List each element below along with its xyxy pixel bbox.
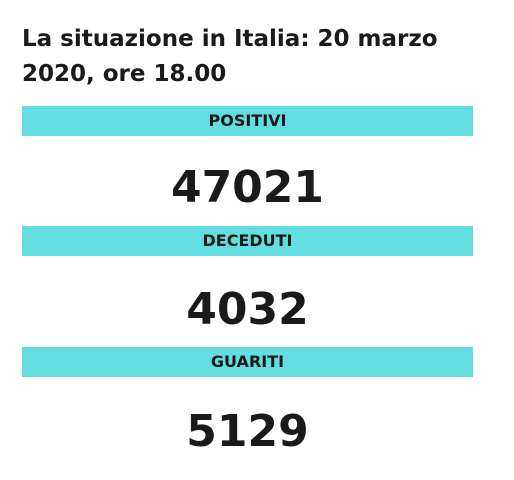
stat-value: 5129 bbox=[186, 406, 309, 457]
stat-value: 47021 bbox=[170, 162, 325, 213]
stat-label: DECEDUTI bbox=[22, 226, 473, 256]
title: La situazione in Italia: 20 marzo 2020, … bbox=[22, 26, 438, 87]
stat-value: 4032 bbox=[186, 284, 309, 335]
stat-label: GUARITI bbox=[22, 347, 473, 377]
stat-label: POSITIVI bbox=[22, 106, 473, 136]
